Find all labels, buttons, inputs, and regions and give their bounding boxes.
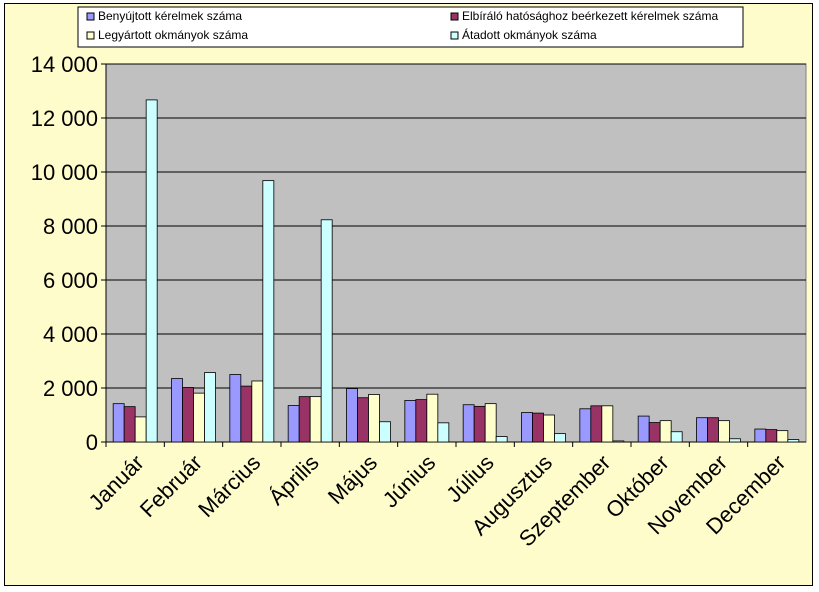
x-tick-label: Február: [135, 450, 207, 522]
chart-area: 0 2 000 4 000 6 000 8 000 10 000 12 000 14 000 J…: [4, 3, 813, 586]
bar: [718, 420, 730, 443]
y-tick-label: 12 000: [31, 106, 98, 131]
plot-background: [105, 63, 807, 443]
bar: [415, 399, 428, 443]
x-tick-label: Május: [323, 450, 382, 509]
x-tick-label: Március: [193, 450, 265, 522]
bar: [648, 422, 661, 443]
bar: [379, 421, 391, 443]
bar: [437, 422, 450, 443]
bar: [182, 387, 194, 443]
bar: [532, 412, 544, 443]
bar: [579, 408, 592, 443]
bar: [462, 404, 475, 443]
bar: [590, 405, 603, 443]
bar: [554, 433, 566, 443]
bar: [357, 397, 369, 443]
bar: [787, 439, 800, 443]
x-tick-label: Június: [378, 450, 441, 513]
bar: [262, 180, 275, 443]
legend-swatch: [450, 12, 459, 21]
bar: [193, 392, 205, 443]
y-tick-label: 4 000: [43, 322, 98, 347]
legend-swatch: [86, 31, 95, 40]
bar: [521, 412, 533, 443]
y-tick-label: 14 000: [31, 52, 98, 77]
bar: [612, 440, 625, 443]
legend-swatch: [450, 31, 459, 40]
bar: [229, 374, 242, 443]
bar: [204, 372, 216, 443]
bar: [696, 417, 708, 443]
bar: [240, 385, 253, 443]
bar: [473, 405, 486, 443]
bar: [637, 415, 650, 443]
bar: [145, 99, 158, 443]
bar: [320, 219, 333, 443]
legend: Benyújtott kérelmek száma Elbíráló hatósá…: [77, 6, 744, 48]
bar: [729, 438, 741, 443]
bar: [776, 430, 789, 443]
bar: [134, 416, 147, 443]
plot-area: 0 2 000 4 000 6 000 8 000 10 000 12 000 14 000 J…: [31, 52, 807, 551]
y-tick-label: 6 000: [43, 268, 98, 293]
bar: [495, 436, 508, 443]
bar: [404, 400, 417, 443]
bar: [251, 380, 264, 443]
bar: [754, 428, 767, 443]
legend-swatch: [86, 12, 95, 21]
bar: [123, 406, 136, 443]
legend-box: [77, 6, 744, 48]
bar: [707, 417, 719, 443]
bar: [484, 403, 497, 443]
y-tick-label: 8 000: [43, 214, 98, 239]
bar: [426, 393, 439, 443]
bar: [112, 403, 125, 443]
legend-label: Legyártott okmányok száma: [98, 28, 248, 42]
bar: [171, 378, 183, 443]
x-tick-label: Április: [264, 450, 324, 510]
y-tick-label: 0: [86, 430, 98, 455]
bar: [346, 388, 358, 443]
bar: [298, 396, 311, 443]
bar: [659, 420, 672, 443]
y-tick-label: 10 000: [31, 160, 98, 185]
bar: [309, 396, 322, 443]
bar: [670, 431, 683, 443]
legend-label: Elbíráló hatósághoz beérkezett kérelmek …: [462, 9, 718, 23]
chart-svg: 0 2 000 4 000 6 000 8 000 10 000 12 000 14 000 J…: [31, 6, 807, 551]
legend-label: Átadott okmányok száma: [462, 27, 597, 42]
bar: [601, 405, 614, 443]
bar: [287, 405, 300, 443]
bar: [543, 414, 555, 443]
y-tick-label: 2 000: [43, 376, 98, 401]
bar: [765, 429, 778, 443]
legend-label: Benyújtott kérelmek száma: [98, 9, 242, 23]
bar: [368, 394, 380, 443]
